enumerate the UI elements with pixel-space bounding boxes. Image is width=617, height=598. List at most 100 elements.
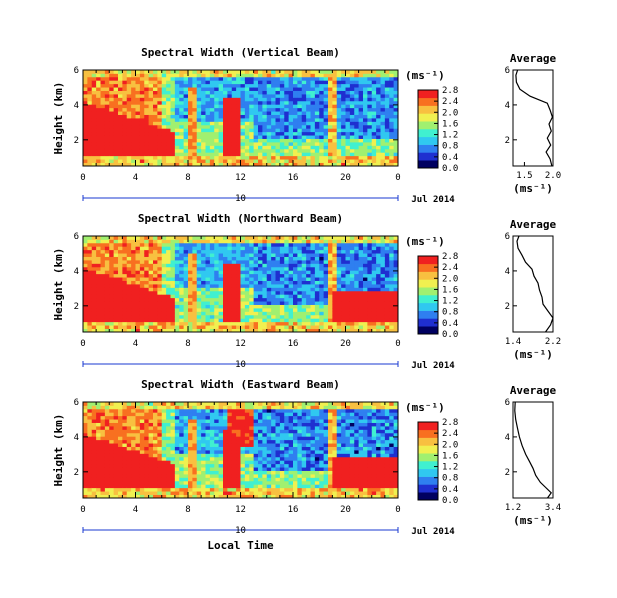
heatmap-cell: [345, 321, 351, 326]
heatmap-cell: [266, 142, 272, 146]
heatmap-cell: [188, 273, 193, 278]
heatmap-cell: [358, 148, 364, 153]
heatmap-cell: [249, 311, 255, 316]
heatmap-cell: [170, 107, 176, 112]
heatmap-cell: [118, 263, 123, 268]
heatmap-cell: [240, 145, 246, 150]
heatmap-cell: [349, 266, 355, 271]
heatmap-cell: [240, 260, 246, 264]
heatmap-cell: [323, 152, 329, 157]
heatmap-cell: [371, 308, 377, 312]
heatmap-cell: [144, 131, 150, 136]
heatmap-cell: [113, 242, 119, 247]
heatmap-cell: [367, 290, 373, 295]
heatmap-cell: [153, 155, 158, 160]
heatmap-cell: [96, 239, 101, 244]
heatmap-cell: [363, 263, 368, 268]
heatmap-cell: [218, 287, 224, 292]
heatmap-cell: [328, 94, 333, 98]
heatmap-cell: [297, 239, 303, 244]
heatmap-cell: [196, 246, 202, 251]
heatmap-cell: [144, 100, 150, 105]
heatmap-cell: [349, 155, 355, 160]
heatmap-cell: [183, 443, 189, 447]
heatmap-cell: [314, 311, 320, 316]
heatmap-cell: [367, 76, 373, 81]
heatmap-cell: [148, 124, 154, 129]
heatmap-cell: [100, 155, 106, 160]
heatmap-cell: [126, 422, 132, 427]
heatmap-cell: [218, 280, 224, 285]
heatmap-cell: [249, 90, 255, 95]
heatmap-cell: [258, 73, 263, 78]
heatmap-cell: [87, 308, 93, 312]
heatmap-cell: [376, 246, 381, 251]
heatmap-cell: [135, 287, 141, 292]
heatmap-cell: [310, 287, 316, 292]
heatmap-cell: [109, 100, 115, 105]
heatmap-cell: [358, 104, 364, 109]
heatmap-cell: [266, 76, 272, 81]
heatmap-cell: [293, 318, 298, 323]
heatmap-cell: [139, 145, 145, 150]
heatmap-cell: [139, 456, 145, 461]
heatmap-cell: [284, 318, 290, 323]
heatmap-cell: [389, 73, 395, 78]
heatmap-cell: [384, 301, 390, 305]
heatmap-cell: [214, 152, 220, 157]
heatmap-cell: [297, 277, 303, 281]
heatmap-cell: [332, 277, 338, 281]
heatmap-cell: [104, 162, 110, 167]
heatmap-cell: [214, 159, 220, 163]
heatmap-cell: [328, 287, 333, 292]
heatmap-cell: [192, 249, 198, 254]
heatmap-cell: [153, 446, 158, 451]
heatmap-cell: [262, 290, 268, 295]
heatmap-cell: [104, 477, 110, 482]
heatmap-cell: [389, 155, 395, 160]
heatmap-cell: [100, 263, 106, 268]
heatmap-cell: [363, 145, 368, 150]
heatmap-cell: [91, 318, 97, 323]
heatmap-cell: [96, 412, 101, 417]
heatmap-cell: [328, 273, 333, 278]
heatmap-cell: [170, 453, 176, 458]
heatmap-cell: [336, 155, 342, 160]
heatmap-cell: [389, 318, 395, 323]
heatmap-cell: [336, 301, 342, 305]
heatmap-cell: [183, 87, 189, 91]
heatmap-cell: [214, 111, 220, 115]
heatmap-cell: [144, 104, 150, 109]
heatmap-cell: [161, 104, 167, 109]
heatmap-cell: [314, 318, 320, 323]
heatmap-cell: [376, 97, 381, 102]
heatmap-cell: [288, 242, 294, 247]
heatmap-cell: [91, 145, 97, 150]
heatmap-cell: [244, 308, 250, 312]
heatmap-cell: [249, 107, 255, 112]
heatmap-cell: [371, 118, 377, 122]
heatmap-cell: [310, 118, 316, 122]
heatmap-cell: [113, 266, 119, 271]
heatmap-cell: [205, 273, 211, 278]
heatmap-cell: [109, 294, 115, 299]
heatmap-cell: [104, 318, 110, 323]
heatmap-cell: [306, 142, 311, 146]
heatmap-cell: [231, 270, 237, 275]
heatmap-cell: [275, 301, 281, 305]
heatmap-cell: [196, 270, 202, 275]
heatmap-cell: [284, 280, 290, 285]
heatmap-cell: [284, 76, 290, 81]
heatmap-cell: [332, 270, 338, 275]
heatmap-cell: [297, 249, 303, 254]
heatmap-cell: [297, 94, 303, 98]
heatmap-cell: [104, 128, 110, 133]
heatmap-cell: [157, 474, 163, 478]
heatmap-cell: [148, 297, 154, 302]
heatmap-cell: [100, 277, 106, 281]
heatmap-cell: [328, 100, 333, 105]
heatmap-cell: [376, 135, 381, 139]
heatmap-cell: [279, 311, 285, 316]
heatmap-cell: [83, 145, 88, 150]
date-label: Jul 2014: [411, 195, 455, 205]
